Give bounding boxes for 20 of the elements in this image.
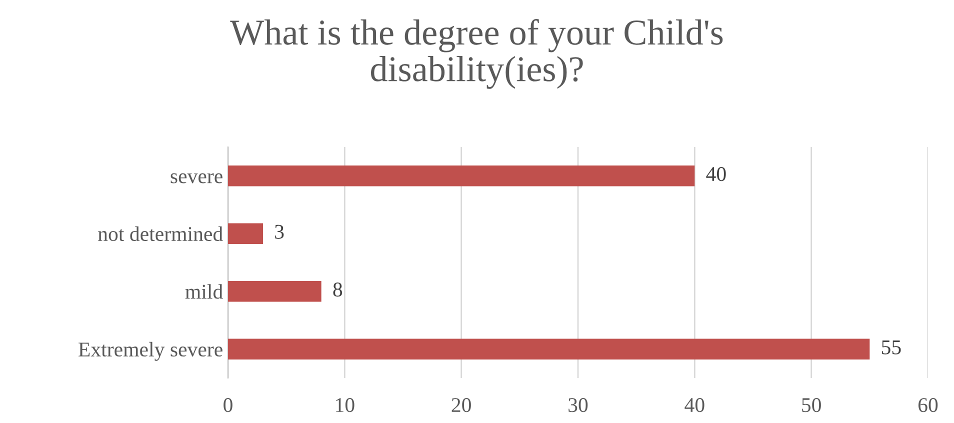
data-label: 55: [882, 340, 901, 354]
data-label: 3: [275, 224, 284, 239]
data-label: 8: [333, 282, 342, 297]
y-tick-label: Extremely severe: [78, 342, 222, 361]
y-tick-label: mild: [185, 284, 223, 299]
x-tick-label: 60: [918, 398, 938, 412]
x-tick-label: 30: [568, 398, 588, 412]
bar: [228, 223, 263, 244]
data-label: 40: [706, 167, 726, 182]
bar: [228, 165, 695, 186]
chart-title: What is the degree of your Child's disability(ies)?: [230, 19, 723, 89]
x-tick-label: 10: [336, 398, 354, 412]
bar: [228, 338, 870, 360]
x-tick-label: 0: [224, 398, 232, 412]
x-tick-label: 50: [802, 398, 821, 412]
y-tick-label: not determined: [98, 226, 223, 242]
y-tick-label: severe: [170, 173, 222, 184]
x-tick-label: 20: [452, 398, 471, 412]
bar: [228, 280, 322, 302]
x-tick-label: 40: [684, 398, 704, 412]
